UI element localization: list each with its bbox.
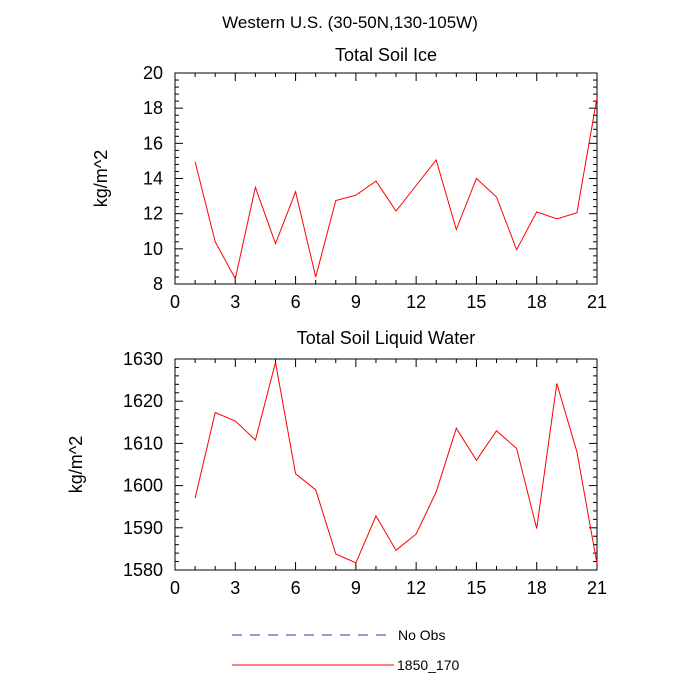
legend-label-1850-170: 1850_170 [397, 657, 460, 673]
x-tick-label: 6 [291, 292, 301, 312]
x-tick-label: 15 [466, 578, 486, 598]
x-tick-label: 3 [230, 578, 240, 598]
y-tick-label: 18 [143, 98, 163, 118]
y-tick-label: 10 [143, 239, 163, 259]
y-tick-label: 16 [143, 133, 163, 153]
y-tick-label: 1620 [123, 391, 163, 411]
x-tick-label: 12 [406, 578, 426, 598]
x-tick-label: 18 [527, 292, 547, 312]
y-tick-label: 14 [143, 169, 163, 189]
chart-total-soil-liquid-water: Total Soil Liquid Water 0 3 6 9 12 15 18 21 1580 1… [66, 328, 607, 598]
y-tick-label: 1600 [123, 476, 163, 496]
plot-frame [174, 358, 598, 571]
y-tick-label: 1580 [123, 560, 163, 580]
y-axis-label: kg/m^2 [66, 436, 86, 493]
x-tick-label: 0 [170, 292, 180, 312]
y-tick-label: 1630 [123, 349, 163, 369]
x-tick-label: 9 [351, 578, 361, 598]
y-tick-label: 8 [153, 274, 163, 294]
y-axis-label: kg/m^2 [91, 150, 111, 207]
x-tick-label: 18 [527, 578, 547, 598]
x-tick-label: 21 [587, 578, 607, 598]
series-line-1850_170 [194, 97, 598, 281]
legend: No Obs 1850_170 [232, 627, 460, 673]
chart-title: Total Soil Ice [335, 45, 437, 65]
x-tick-label: 6 [291, 578, 301, 598]
plot-frame [174, 72, 598, 285]
x-tick-label: 21 [587, 292, 607, 312]
x-tick-label: 0 [170, 578, 180, 598]
y-tick-label: 1610 [123, 433, 163, 453]
x-tick-label: 3 [230, 292, 240, 312]
x-tick-label: 15 [466, 292, 486, 312]
page-title: Western U.S. (30-50N,130-105W) [222, 13, 478, 32]
chart-total-soil-ice: Total Soil Ice 0 3 6 9 12 15 18 21 8 10 12 14 16 18 20 k… [91, 45, 607, 312]
y-tick-label: 20 [143, 63, 163, 83]
y-tick-label: 1590 [123, 518, 163, 538]
chart-title: Total Soil Liquid Water [297, 328, 475, 348]
x-tick-label: 9 [351, 292, 361, 312]
legend-label-no-obs: No Obs [398, 627, 445, 643]
y-tick-label: 12 [143, 204, 163, 224]
x-tick-label: 12 [406, 292, 426, 312]
series-line-1850_170 [194, 362, 598, 564]
